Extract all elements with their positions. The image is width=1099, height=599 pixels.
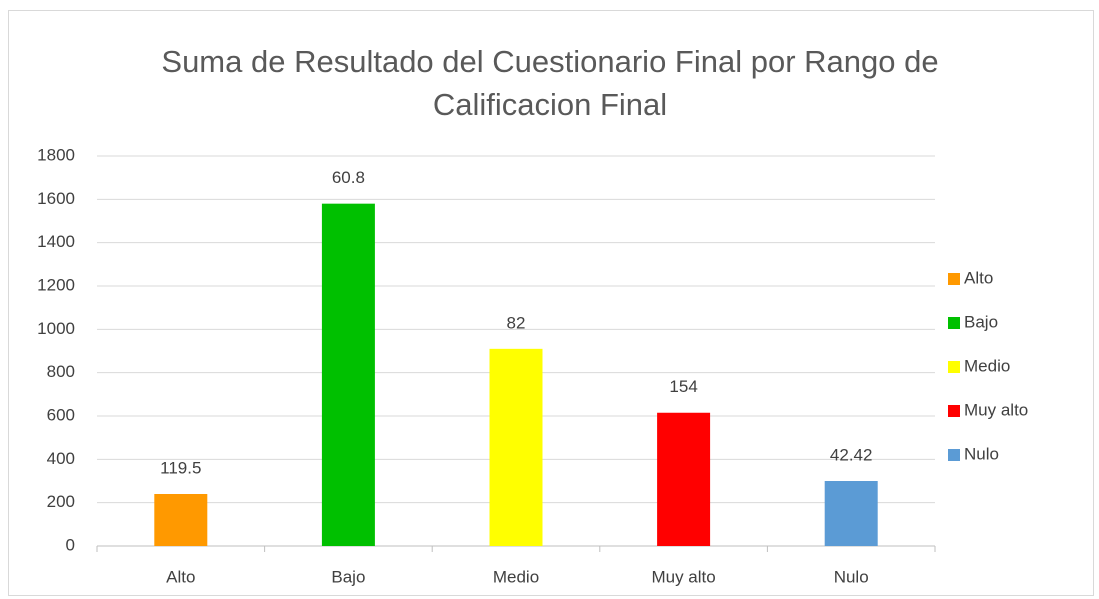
y-tick-label: 600 [47,405,75,424]
x-tick-label: Muy alto [651,567,715,586]
data-label: 119.5 [160,458,201,477]
data-label: 42.42 [830,445,873,464]
legend-label: Alto [964,268,993,287]
legend-label: Medio [964,356,1010,375]
x-tick-label: Medio [493,567,539,586]
legend-label: Muy alto [964,400,1028,419]
bar [489,348,543,546]
legend-swatch [948,317,960,329]
x-tick-label: Bajo [331,567,365,586]
y-tick-label: 400 [47,449,75,468]
legend-label: Nulo [964,444,999,463]
data-label: 82 [507,313,526,332]
legend-swatch [948,405,960,417]
legend-label: Bajo [964,312,998,331]
legend-swatch [948,449,960,461]
x-tick-label: Nulo [834,567,869,586]
chart-title: Suma de Resultado del Cuestionario Final… [161,44,939,122]
y-tick-label: 1200 [37,275,75,294]
bar [657,412,711,546]
data-label: 154 [669,377,697,396]
bar [824,481,878,546]
y-tick-label: 1400 [37,232,75,251]
bar [154,494,208,546]
y-tick-label: 1800 [37,145,75,164]
y-tick-label: 800 [47,362,75,381]
data-label: 60.8 [332,168,365,187]
chart-border [8,10,1094,596]
bar [321,203,375,546]
y-tick-label: 200 [47,492,75,511]
legend-swatch [948,273,960,285]
legend-swatch [948,361,960,373]
y-tick-label: 1600 [37,189,75,208]
y-tick-label: 1000 [37,319,75,338]
x-tick-label: Alto [166,567,195,586]
y-tick-label: 0 [66,535,75,554]
